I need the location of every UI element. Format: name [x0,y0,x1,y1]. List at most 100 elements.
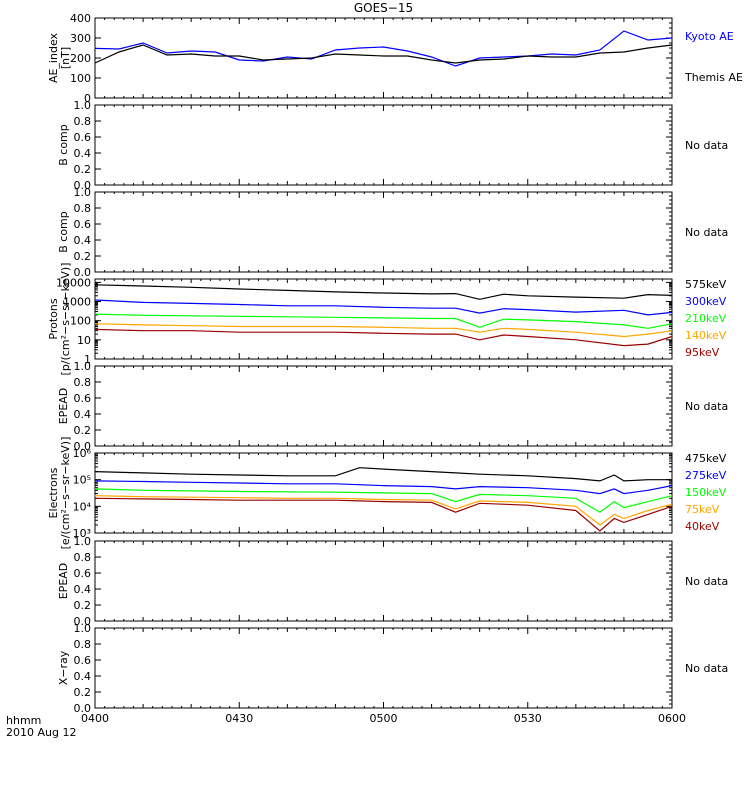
y-tick-label: 0.2 [74,686,92,699]
y-tick-label: 0.6 [74,218,92,231]
y-tick-label: 1.0 [74,535,92,548]
y-axis-label: [e/(cm²−s−sr−keV)] [59,437,72,550]
y-tick-label: 0.4 [74,408,92,421]
y-tick-label: 1.0 [74,622,92,635]
x-tick-label: 0430 [225,712,253,725]
no-data-label: No data [685,226,728,239]
legend-entry: 275keV [685,469,727,482]
panel-frame [94,104,673,186]
y-axis-label: X−ray [57,650,70,685]
no-data-label: No data [685,575,728,588]
series-line-275kev [94,480,673,495]
y-axis-label: EPEAD [57,388,70,425]
panel-frame [94,17,673,99]
y-tick-label: 0.8 [74,115,92,128]
y-tick-label: 0.0 [74,615,92,628]
chart-title: GOES−15 [354,1,413,15]
time-format-label: hhmm [6,714,41,727]
y-tick-label: 0.4 [74,583,92,596]
y-tick-label: 10⁶ [73,447,92,460]
series-line-475kev [94,467,672,482]
y-axis-label: [p/(cm²−s−sr−keV)] [59,263,72,376]
no-data-label: No data [685,139,728,152]
y-tick-label: 300 [70,32,91,45]
y-tick-label: 0.6 [74,654,92,667]
series-line-140kev [94,323,673,338]
y-tick-label: 0.6 [74,392,92,405]
y-axis-label: B comp [57,124,70,166]
legend-themis-ae: Themis AE [684,71,743,84]
x-tick-label: 0500 [370,712,398,725]
legend-entry: 140keV [685,329,727,342]
legend-entry: 575keV [685,278,727,291]
y-tick-label: 0.4 [74,234,92,247]
panel-1: 0 100 200 300 400 AE_index [nT] Kyoto AE Themis … [47,12,743,105]
date-label: 2010 Aug 12 [6,726,76,739]
y-axis-label: AE_index [47,32,60,83]
series-line-575kev [94,284,673,300]
panel-frame [94,540,673,622]
panel-frame [94,278,673,360]
panel-frame [94,191,673,273]
series-line-300kev [94,299,673,316]
series-line-40kev [94,497,673,532]
y-tick-label: 10⁴ [73,500,92,513]
y-tick-label: 200 [70,52,91,65]
no-data-label: No data [685,662,728,675]
panel-4: 1 10 100 1000 10000 Protons [p/(cm²−s−sr−keV)]… [47,263,727,376]
x-tick-label: 0530 [514,712,542,725]
panel-7: 0.0 0.2 0.4 0.6 0.8 1.0 EPEAD No data [57,535,728,628]
y-tick-label: 10 [77,334,91,347]
y-tick-label: 0.0 [74,440,92,453]
y-axis-label: B comp [57,211,70,253]
y-tick-label: 10³ [73,527,91,540]
y-tick-label: 0.8 [74,376,92,389]
y-tick-label: 1.0 [74,186,92,199]
y-tick-label: 400 [70,12,91,25]
y-tick-label: 1.0 [74,99,92,112]
y-tick-label: 1000 [63,296,91,309]
panel-frame [94,627,673,709]
y-tick-label: 1.0 [74,360,92,373]
panel-8: 0.0 0.2 0.4 0.6 0.8 1.0 X−ray No data [57,622,728,715]
legend-entry: 150keV [685,486,727,499]
y-tick-label: 0.2 [74,163,92,176]
no-data-label: No data [685,400,728,413]
y-tick-label: 10000 [56,276,91,289]
legend-entry: 300keV [685,295,727,308]
y-tick-label: 0.8 [74,551,92,564]
y-tick-label: 0.0 [74,179,92,192]
y-tick-label: 0.2 [74,250,92,263]
y-tick-label: 0.4 [74,147,92,160]
legend-entry: 210keV [685,312,727,325]
legend-entry: 95keV [685,346,720,359]
legend-kyoto-ae: Kyoto AE [685,30,734,43]
y-tick-label: 0.2 [74,424,92,437]
y-tick-label: 0.0 [74,266,92,279]
series-line-150kev [94,488,673,513]
y-axis-label: Protons [47,298,60,339]
y-tick-label: 1 [84,353,91,366]
y-tick-label: 0.0 [74,702,92,715]
y-tick-label: 0.6 [74,131,92,144]
y-axis-label: Electrons [47,467,60,518]
y-tick-label: 0.2 [74,599,92,612]
x-tick-label: 0400 [81,712,109,725]
panel-5: 0.0 0.2 0.4 0.6 0.8 1.0 EPEAD No data [57,360,728,453]
y-tick-label: 10⁵ [73,474,91,487]
y-tick-label: 0.8 [74,202,92,215]
series-line-kyoto-ae [94,30,673,67]
series-line-95kev [94,328,673,347]
y-tick-label: 0.8 [74,638,92,651]
legend-entry: 40keV [685,520,720,533]
x-tick-label: 0600 [658,712,686,725]
panel-6: 10³ 10⁴ 10⁵ 10⁶ Electrons [e/(cm²−s−sr−keV)] 4… [47,437,727,550]
y-tick-label: 100 [70,72,91,85]
legend-entry: 475keV [685,452,727,465]
panel-frame [94,365,673,447]
panel-3: 0.0 0.2 0.4 0.6 0.8 1.0 B comp No data [57,186,728,279]
y-axis-label: EPEAD [57,563,70,600]
legend-entry: 75keV [685,503,720,516]
